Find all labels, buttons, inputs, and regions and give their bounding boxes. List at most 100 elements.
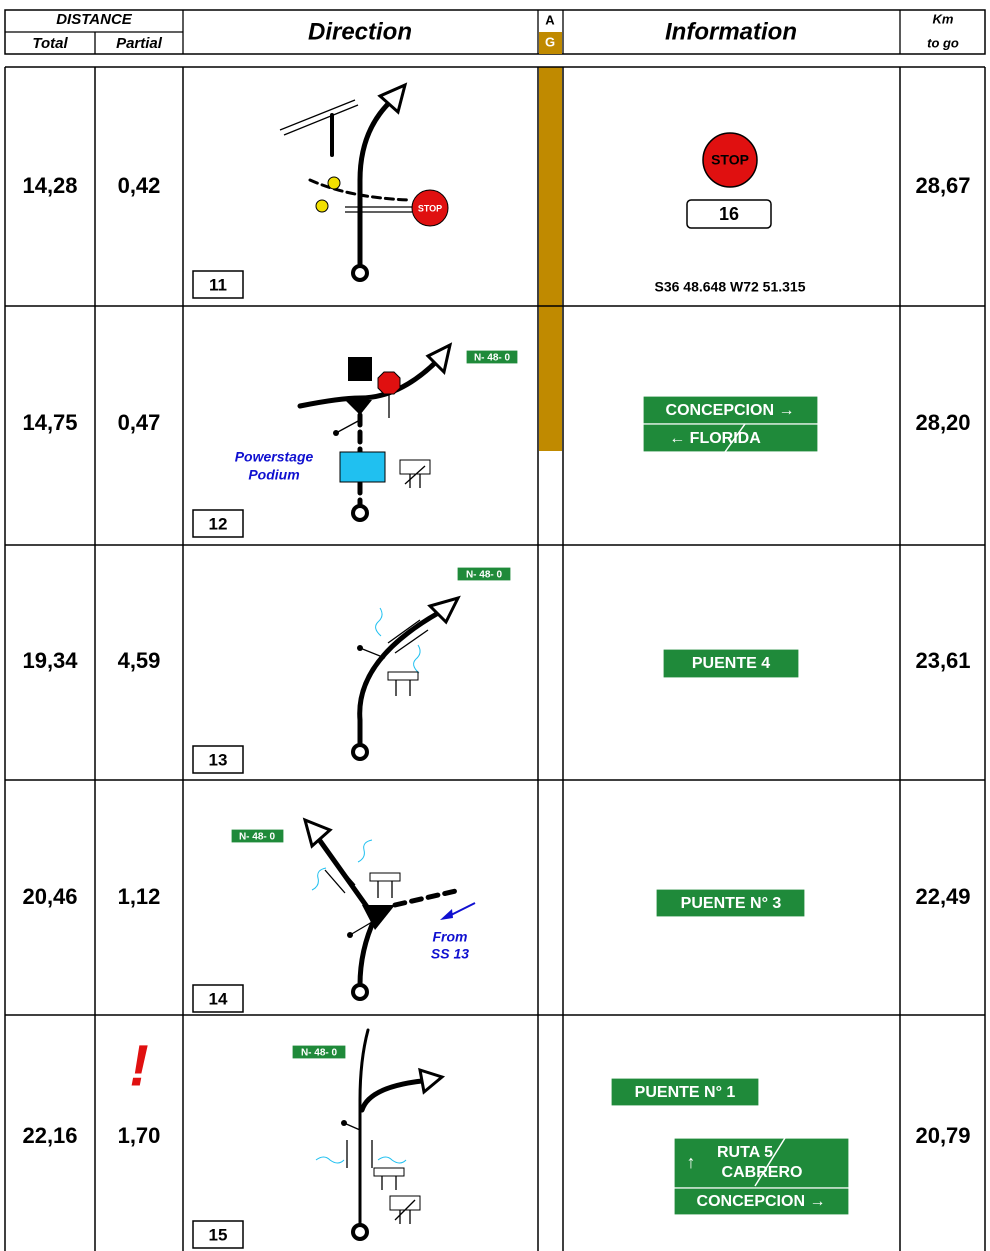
header-distance: DISTANCE xyxy=(56,11,133,28)
podium-label: Powerstage xyxy=(235,449,314,465)
header-information: Information xyxy=(665,18,797,45)
row-5-rect xyxy=(389,1195,421,1211)
row-5-rect xyxy=(673,1187,850,1216)
row-2-line xyxy=(335,419,361,434)
row-3-path xyxy=(375,607,383,637)
row-1: 14,28 0,42 28,67 11 STOP STOP 16 S36 48.… xyxy=(22,82,971,299)
row-5-path xyxy=(315,1156,345,1164)
row-2-circle xyxy=(333,430,339,436)
row-2-polygon xyxy=(377,371,401,395)
table-grid-rect xyxy=(539,67,562,451)
row-3-line xyxy=(387,619,421,644)
direction-arrow: ↑ xyxy=(687,1152,696,1172)
row-5-line xyxy=(754,1137,786,1187)
row-1-rect xyxy=(686,199,772,229)
row-4-line xyxy=(392,887,463,908)
row-3-rect xyxy=(192,745,244,774)
km-to-go: 28,20 xyxy=(915,410,970,435)
row-4-circle xyxy=(347,932,353,938)
row-1-line xyxy=(279,99,356,131)
row-4-path xyxy=(440,909,453,920)
header-rect xyxy=(539,32,562,54)
total: 20,46 xyxy=(22,884,77,909)
row-4-line xyxy=(349,921,373,936)
header-direction: Direction xyxy=(308,18,412,45)
row-2-rect xyxy=(642,423,819,453)
header-to-go: to go xyxy=(927,35,959,50)
row-1-circle xyxy=(411,189,449,227)
row-3: 19,34 4,59 23,61 13 N- 48- 0 PUENTE 4 xyxy=(22,566,971,774)
box-number: 13 xyxy=(209,750,228,769)
sign-number: 16 xyxy=(719,204,739,224)
total: 14,75 xyxy=(22,410,77,435)
row-3-circle xyxy=(357,645,363,651)
row-3-rect xyxy=(456,566,512,582)
row-3-path xyxy=(413,644,421,674)
box-number: 11 xyxy=(209,275,227,294)
box-number: 15 xyxy=(209,1225,228,1244)
row-5-path xyxy=(359,1077,435,1113)
row-4-rect xyxy=(230,828,285,844)
row-4-path xyxy=(357,839,373,863)
podium-label: Podium xyxy=(248,467,299,483)
row-5-circle xyxy=(351,1223,369,1241)
row-3-line xyxy=(394,629,429,654)
header-g: G xyxy=(545,34,555,49)
row-1-circle xyxy=(315,199,329,213)
row-5: 22,16 ! 1,70 20,79 15 N- 48- 0 PUENTE N°… xyxy=(22,1028,971,1249)
row-4-path xyxy=(362,905,395,930)
km-to-go: 22,49 xyxy=(915,884,970,909)
from-label: SS 13 xyxy=(431,946,469,962)
total: 14,28 xyxy=(22,173,77,198)
row-4-line xyxy=(334,861,356,886)
header: DISTANCE Total Partial Direction A G Inf… xyxy=(4,9,986,55)
row-4: 20,46 1,12 22,49 14 N- 48- 0 From SS 13 … xyxy=(22,817,971,1013)
row-1-circle xyxy=(327,176,341,190)
row-2-rect xyxy=(399,459,431,475)
row-3-path xyxy=(427,595,461,625)
row-2-path xyxy=(345,400,372,415)
row-4-circle xyxy=(351,983,369,1001)
row-3-rect xyxy=(662,648,800,679)
row-1-circle xyxy=(702,132,758,188)
row-5-path xyxy=(418,1067,446,1095)
row-2-rect xyxy=(465,349,519,365)
direction-sign: CABRERO xyxy=(722,1164,803,1181)
row-2-line xyxy=(724,423,746,453)
row-2-line xyxy=(404,465,426,485)
row-2: 14,75 0,47 28,20 12 N- 48- 0 Powerstage … xyxy=(22,342,971,538)
partial: 1,70 xyxy=(118,1123,161,1148)
row-1-path xyxy=(308,178,412,202)
row-5-rect xyxy=(610,1077,760,1107)
row-4-line xyxy=(324,869,346,894)
row-4-path xyxy=(302,817,333,849)
road-label: N- 48- 0 xyxy=(239,832,276,843)
direction-sign: RUTA 5 xyxy=(717,1144,773,1161)
row-3-rect xyxy=(387,671,419,681)
coordinates: S36 48.648 W72 51.315 xyxy=(654,279,805,295)
partial: 0,47 xyxy=(118,410,161,435)
row-3-path xyxy=(357,609,443,748)
from-label: From xyxy=(433,929,468,945)
road-label: N- 48- 0 xyxy=(474,353,511,364)
row-4-rect xyxy=(369,872,401,882)
row-2-rect xyxy=(192,509,244,538)
row-2-rect xyxy=(348,357,372,381)
table-grid xyxy=(4,66,986,1251)
row-2-path xyxy=(297,357,441,409)
row-4-rect xyxy=(655,888,806,918)
km-to-go: 28,67 xyxy=(915,173,970,198)
bridge-sign: PUENTE N° 1 xyxy=(635,1084,736,1101)
stop-sign: STOP xyxy=(711,152,749,168)
row-1-rect xyxy=(192,270,244,299)
partial: 0,42 xyxy=(118,173,161,198)
km-to-go: 20,79 xyxy=(915,1123,970,1148)
row-5-rect xyxy=(373,1167,405,1177)
row-3-line xyxy=(359,647,386,659)
direction-sign: CONCEPCION → xyxy=(666,402,795,419)
bridge-sign: PUENTE 4 xyxy=(692,655,770,672)
row-5-circle xyxy=(341,1120,347,1126)
km-to-go: 23,61 xyxy=(915,648,970,673)
row-5-line xyxy=(394,1199,416,1221)
